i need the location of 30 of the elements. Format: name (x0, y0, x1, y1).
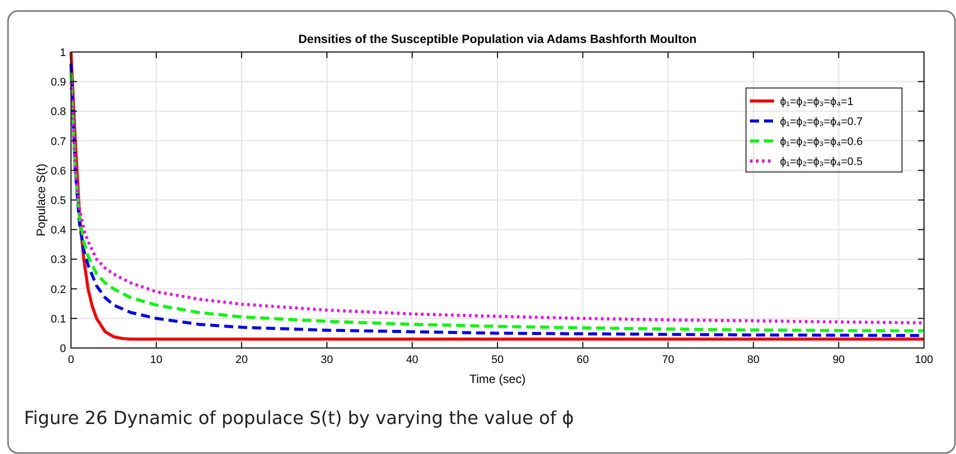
y-tick-label: 0.2 (50, 284, 66, 296)
x-tick-label: 70 (662, 354, 674, 366)
y-tick-label: 0.9 (50, 76, 66, 89)
y-tick-label: 0.6 (50, 165, 66, 178)
caption: Figure 26 Dynamic of populace S(t) by varying the value of ϕ (24, 408, 574, 429)
x-tick-label: 90 (832, 354, 845, 366)
y-tick-label: 0.3 (50, 254, 66, 266)
y-axis-title: Populace S(t) (34, 164, 48, 236)
legend-label: ϕ₁=ϕ₂=ϕ₃=ϕ₄=0.6 (780, 136, 863, 148)
chart-title: Densities of the Susceptible Population via Adams Bashforth Moulton (298, 32, 697, 46)
x-tick-label: 20 (235, 354, 248, 366)
y-tick-label: 0.4 (50, 224, 66, 237)
y-tick-label: 0.8 (50, 106, 66, 118)
x-tick-label: 0 (68, 354, 74, 366)
x-tick-label: 60 (576, 354, 589, 366)
legend-label: ϕ₁=ϕ₂=ϕ₃=ϕ₄=1 (780, 96, 854, 108)
x-tick-label: 40 (406, 354, 418, 366)
x-tick-label: 50 (491, 354, 504, 366)
x-axis-title: Time (sec) (469, 372, 526, 386)
x-tick-label: 30 (320, 354, 334, 366)
legend-label: ϕ₁=ϕ₂=ϕ₃=ϕ₄=0.7 (780, 116, 863, 128)
x-tick-label: 10 (150, 354, 162, 366)
x-tick-label: 80 (747, 354, 760, 366)
y-tick-label: 0 (60, 343, 66, 355)
y-tick-label: 1 (60, 47, 66, 59)
y-tick-label: 0.5 (50, 195, 66, 207)
y-tick-label: 0.7 (50, 136, 66, 148)
x-tick-label: 100 (914, 354, 934, 366)
legend-label: ϕ₁=ϕ₂=ϕ₃=ϕ₄=0.5 (780, 156, 863, 168)
y-tick-label: 0.1 (50, 313, 66, 326)
